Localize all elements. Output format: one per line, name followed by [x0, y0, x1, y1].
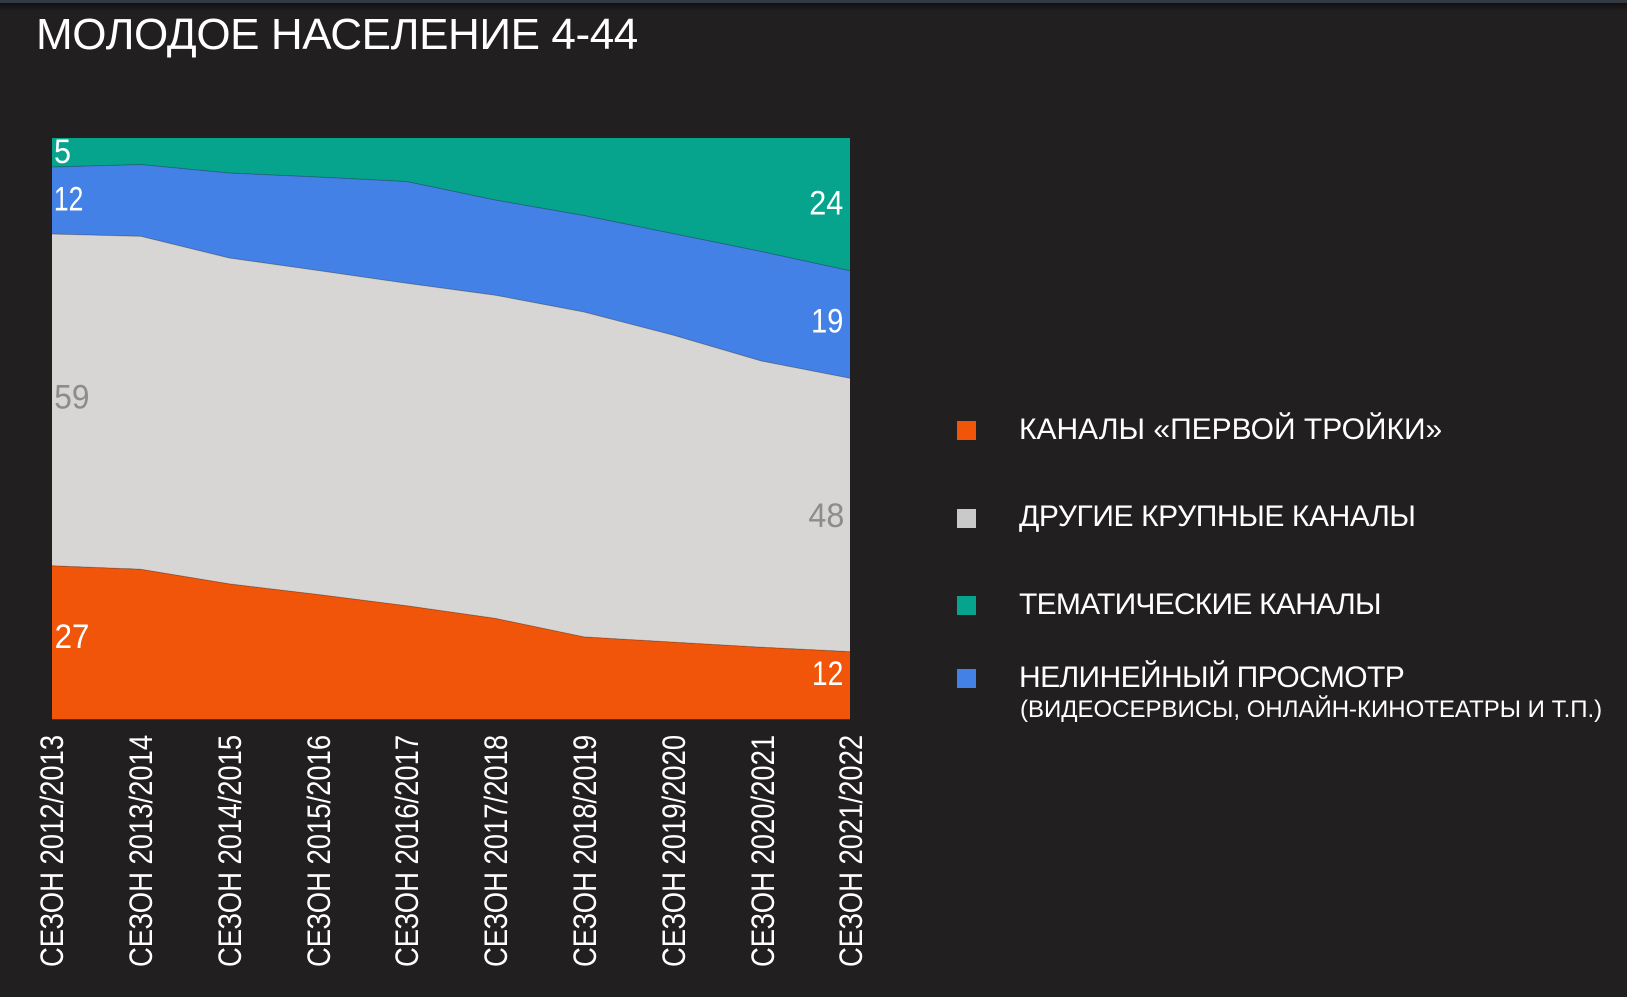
svg-text:5: 5 — [54, 138, 71, 170]
svg-text:24: 24 — [809, 184, 843, 222]
svg-text:12: 12 — [54, 181, 84, 219]
svg-text:48: 48 — [808, 497, 844, 535]
svg-text:19: 19 — [811, 301, 843, 340]
svg-text:27: 27 — [55, 617, 90, 656]
svg-text:59: 59 — [54, 377, 89, 415]
svg-text:12: 12 — [812, 655, 843, 693]
